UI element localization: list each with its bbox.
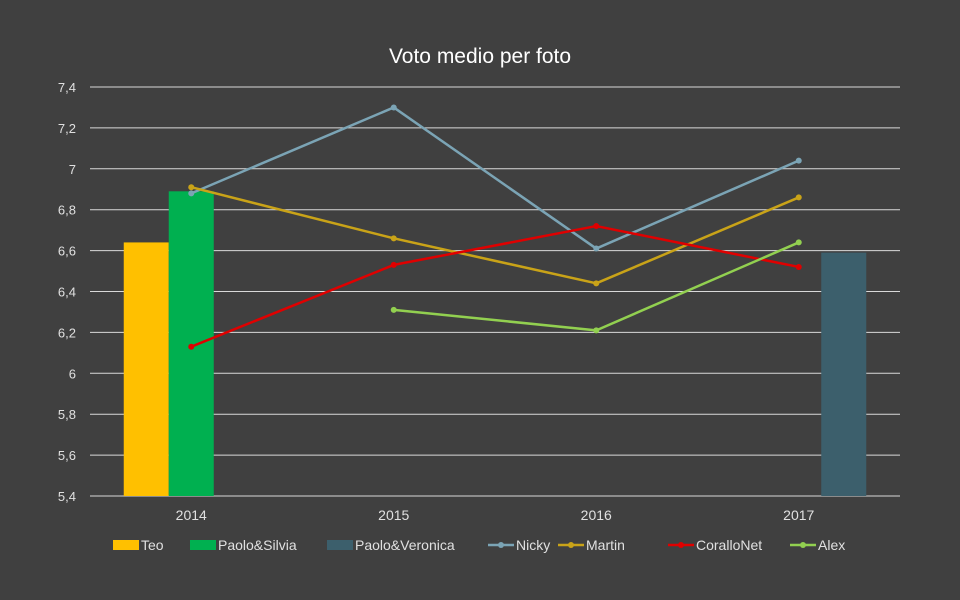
x-tick-label: 2016	[581, 507, 612, 523]
point-nicky	[188, 190, 195, 197]
chart-title: Voto medio per foto	[389, 45, 571, 68]
y-tick-label: 7	[69, 162, 76, 177]
point-martin	[795, 194, 802, 201]
line-series	[188, 104, 802, 350]
y-tick-label: 5,4	[58, 489, 76, 504]
point-corallonet	[593, 223, 600, 230]
point-alex	[390, 306, 397, 313]
point-alex	[593, 327, 600, 334]
point-nicky	[390, 104, 397, 111]
y-tick-label: 7,4	[58, 80, 76, 95]
line-corallonet	[190, 224, 799, 348]
legend-label-nicky: Nicky	[516, 537, 550, 553]
y-axis: 5,4 5,6 5,8 6 6,2 6,4 6,6 6,8 7 7,2 7,4	[58, 80, 76, 504]
y-tick-label: 6,2	[58, 325, 76, 340]
legend-swatch-paolo-veronica	[327, 540, 353, 550]
legend-label-corallonet: CoralloNet	[696, 537, 762, 553]
bar-paolo-veronica	[821, 252, 867, 496]
x-axis: 2014 2015 2016 2017	[176, 507, 815, 523]
legend-marker-martin	[568, 542, 574, 548]
legend-marker-corallonet	[678, 542, 684, 548]
y-tick-label: 6,6	[58, 244, 76, 259]
point-martin	[390, 235, 397, 242]
legend-label-martin: Martin	[586, 537, 625, 553]
legend-swatch-paolo-silvia	[190, 540, 216, 550]
point-corallonet	[795, 263, 802, 270]
legend-marker-nicky	[498, 542, 504, 548]
grid-lines	[90, 86, 900, 497]
point-martin	[593, 280, 600, 287]
legend-label-paolo-veronica: Paolo&Veronica	[355, 537, 455, 553]
legend-label-alex: Alex	[818, 537, 845, 553]
line-martin	[190, 185, 800, 285]
y-tick-label: 6,8	[58, 203, 76, 218]
y-tick-label: 5,6	[58, 448, 76, 463]
bar-paolo-silvia	[168, 191, 214, 497]
point-alex	[795, 239, 802, 246]
legend-label-teo: Teo	[141, 537, 164, 553]
bar-teo	[123, 242, 169, 496]
legend-swatch-teo	[113, 540, 139, 550]
y-tick-label: 6,4	[58, 285, 76, 300]
point-nicky	[593, 245, 600, 252]
x-tick-label: 2014	[176, 507, 207, 523]
point-corallonet	[188, 343, 195, 350]
x-tick-label: 2015	[378, 507, 409, 523]
y-tick-label: 6	[69, 366, 76, 381]
legend: Teo Paolo&Silvia Paolo&Veronica Nicky Martin…	[113, 537, 845, 553]
point-martin	[188, 184, 195, 191]
line-nicky	[190, 106, 800, 250]
y-tick-label: 7,2	[58, 121, 76, 136]
x-tick-label: 2017	[783, 507, 814, 523]
legend-marker-alex	[800, 542, 806, 548]
legend-label-paolo-silvia: Paolo&Silvia	[218, 537, 297, 553]
point-nicky	[795, 157, 802, 164]
y-tick-label: 5,8	[58, 407, 76, 422]
bar-series	[123, 191, 867, 497]
point-corallonet	[390, 261, 397, 268]
